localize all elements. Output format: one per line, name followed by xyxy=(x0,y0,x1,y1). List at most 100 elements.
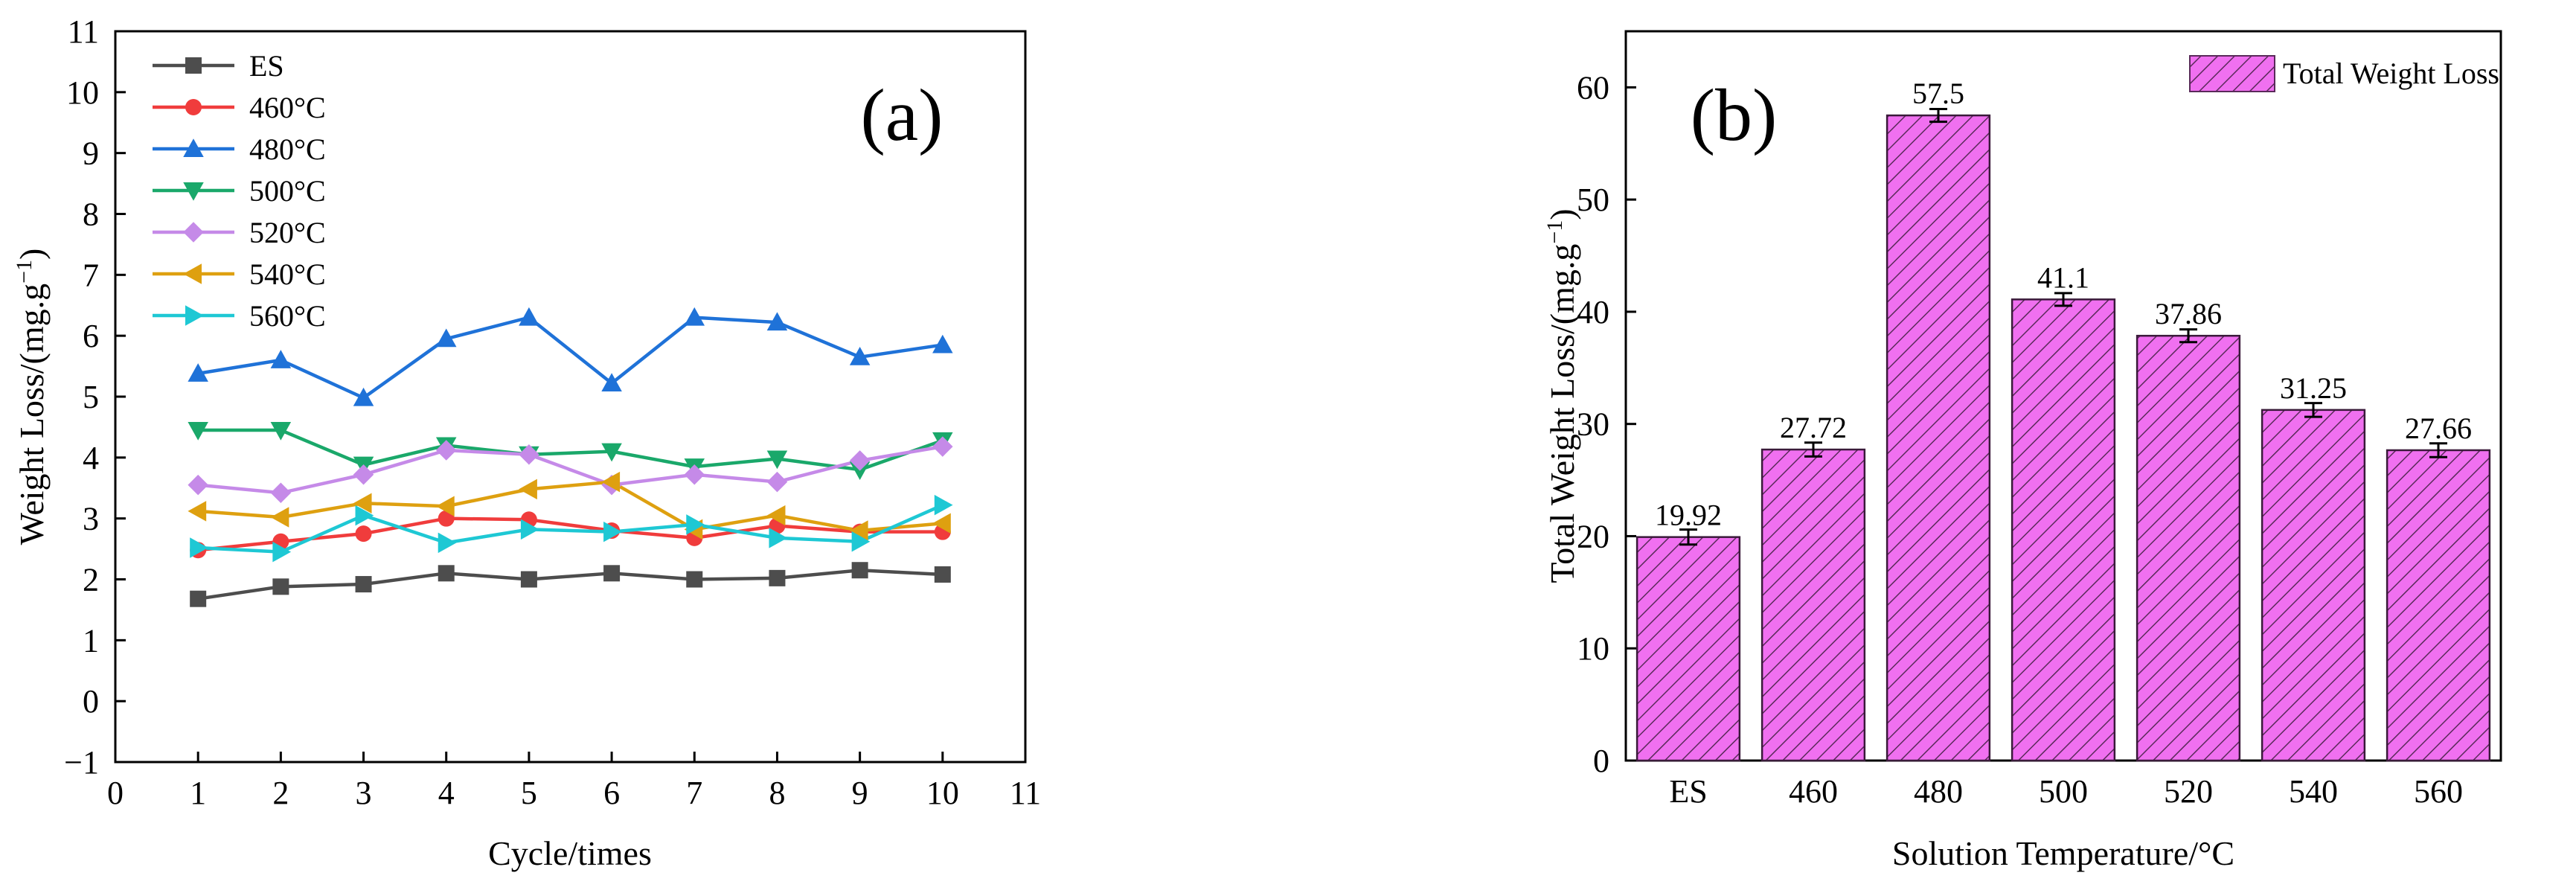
series-line-560-c xyxy=(198,503,943,554)
x-tick-label: 1 xyxy=(190,775,206,811)
data-point-520-c xyxy=(435,440,457,461)
x-axis-title-a: Cycle/times xyxy=(488,834,652,872)
data-point-560-c xyxy=(686,514,705,535)
data-point-es xyxy=(686,571,703,588)
data-point-es xyxy=(603,565,621,582)
panel-label-a: (a) xyxy=(861,74,943,156)
legend-label-460-c: 460°C xyxy=(249,91,326,124)
legend-label-480-c: 480°C xyxy=(249,132,326,166)
data-point-es xyxy=(438,565,455,582)
data-point-540-c xyxy=(766,505,786,526)
y-axis-title-a-sup: −1 xyxy=(12,260,36,284)
data-label-540: 31.25 xyxy=(2280,371,2347,405)
data-point-es xyxy=(520,571,537,588)
x-tick-label-540: 540 xyxy=(2289,773,2338,810)
data-label-460: 27.72 xyxy=(1780,411,1847,444)
data-point-520-c xyxy=(849,450,871,471)
data-point-480-c xyxy=(519,307,539,326)
y-axis-title-b-close: ) xyxy=(1543,208,1581,220)
x-tick-label-480: 480 xyxy=(1914,773,1963,810)
x-tick-label-520: 520 xyxy=(2164,773,2213,810)
y-tick-label: 10 xyxy=(1577,630,1609,667)
data-label-520: 37.86 xyxy=(2155,297,2222,330)
bar-480 xyxy=(1885,114,1991,762)
data-point-480-c xyxy=(684,307,705,326)
data-point-540-c xyxy=(435,496,455,517)
data-point-540-c xyxy=(188,501,207,522)
data-point-560-c xyxy=(934,494,953,516)
data-point-540-c xyxy=(353,493,372,513)
legend-marker-540-c xyxy=(183,263,202,284)
data-point-520-c xyxy=(270,482,292,504)
series-markers-a xyxy=(188,307,953,607)
legend-label-540-c: 540°C xyxy=(249,257,326,291)
x-tick-label: 4 xyxy=(438,775,455,811)
y-tick-label: 0 xyxy=(1593,743,1609,779)
data-point-480-c xyxy=(353,387,374,406)
x-axis-title-b: Solution Temperature/°C xyxy=(1892,834,2234,872)
x-tick-label: 6 xyxy=(603,775,620,811)
data-label-560: 27.66 xyxy=(2405,412,2472,445)
bar-es xyxy=(1635,536,1741,762)
data-point-480-c xyxy=(932,334,953,353)
y-axis-title-b: Total Weight Loss/(mg.g−1) xyxy=(1542,208,1582,583)
x-tick-label: 2 xyxy=(272,775,289,811)
data-point-560-c xyxy=(520,519,539,540)
x-tick-label: 10 xyxy=(926,775,959,811)
data-point-480-c xyxy=(270,350,292,368)
x-tick-label: 7 xyxy=(686,775,702,811)
data-point-560-c xyxy=(190,537,208,558)
legend-swatch-b xyxy=(2189,55,2275,92)
x-tick-label-es: ES xyxy=(1669,773,1707,810)
data-point-540-c xyxy=(519,479,537,500)
x-tick-label: 9 xyxy=(852,775,868,811)
data-point-es xyxy=(272,578,289,595)
x-tick-label: 8 xyxy=(769,775,785,811)
data-point-460-c xyxy=(355,525,372,543)
y-tick-label: 40 xyxy=(1577,294,1609,330)
y-axis-title-b-sup: −1 xyxy=(1542,220,1567,244)
legend-marker-500-c xyxy=(183,182,204,201)
data-point-500-c xyxy=(270,422,292,441)
data-point-520-c xyxy=(932,436,953,457)
bar-460 xyxy=(1760,448,1866,762)
chart-b: 0 10 20 30 40 50 60 ES 460 480 500 520 540 560 19.92 2… xyxy=(1542,30,2502,872)
data-point-500-c xyxy=(601,443,622,462)
data-point-560-c xyxy=(603,521,622,543)
y-axis-title-b-text: Total Weight Loss/(mg.g xyxy=(1543,244,1581,583)
data-point-500-c xyxy=(766,450,788,470)
y-tick-label: 6 xyxy=(83,318,99,354)
y-tick-label: 0 xyxy=(83,683,99,720)
y-tick-label: 1 xyxy=(83,622,99,659)
data-point-480-c xyxy=(435,328,457,348)
series-line-es xyxy=(197,568,943,601)
y-tick-label: 10 xyxy=(66,74,99,111)
data-point-500-c xyxy=(188,422,208,441)
data-label-es: 19.92 xyxy=(1655,499,1722,532)
legend-label-b: Total Weight Loss xyxy=(2283,57,2499,90)
bar-560 xyxy=(2386,449,2491,762)
series-line-480-c xyxy=(197,316,943,400)
y-tick-label: 9 xyxy=(83,135,99,172)
data-point-560-c xyxy=(851,531,871,552)
y-axis-title-a-text: Weight Loss/(mg.g xyxy=(13,284,51,545)
data-point-460-c xyxy=(438,510,455,527)
data-point-480-c xyxy=(766,312,788,331)
y-tick-label: 8 xyxy=(83,196,99,233)
x-tick-label: 11 xyxy=(1010,775,1041,811)
data-point-520-c xyxy=(353,464,374,485)
data-point-520-c xyxy=(684,464,705,485)
series-line-500-c xyxy=(198,428,943,472)
series-line-520-c xyxy=(197,444,943,495)
y-tick-label: 20 xyxy=(1577,518,1609,554)
x-tick-label-500: 500 xyxy=(2039,773,2088,810)
data-point-480-c xyxy=(188,363,208,382)
data-point-es xyxy=(190,590,207,607)
x-tick-label: 0 xyxy=(107,775,124,811)
data-point-es xyxy=(355,576,372,593)
legend-label-520-c: 520°C xyxy=(249,216,326,249)
y-tick-label: 7 xyxy=(83,257,99,293)
